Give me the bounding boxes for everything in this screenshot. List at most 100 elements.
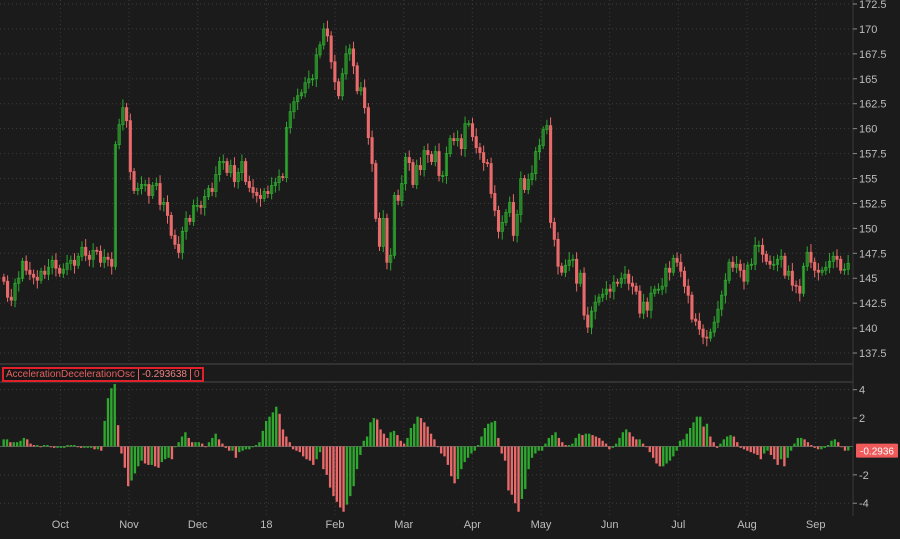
oscillator-bar — [483, 428, 487, 447]
candle-body — [541, 129, 545, 146]
oscillator-bar — [668, 446, 672, 461]
candle-body — [749, 263, 753, 266]
oscillator-bar — [510, 446, 513, 495]
last-value-label: -0.2936 — [860, 447, 894, 458]
candle-body — [478, 147, 482, 153]
candle-body — [827, 260, 832, 268]
candle-body — [195, 205, 199, 207]
oscillator-bar — [170, 446, 174, 460]
oscillator-bar — [497, 437, 500, 447]
oscillator-bar — [86, 446, 89, 448]
candle-body — [604, 288, 608, 295]
oscillator-bar — [826, 445, 830, 447]
oscillator-bar — [143, 446, 147, 464]
oscillator-bar — [608, 446, 611, 450]
candle-body — [623, 273, 627, 279]
candle-body — [668, 267, 672, 273]
candle-body — [694, 318, 698, 322]
candle-body — [232, 165, 237, 182]
candle-body — [392, 195, 396, 256]
candle-body — [240, 161, 244, 173]
oscillator-bar — [803, 439, 806, 447]
candle-body — [72, 259, 77, 266]
oscillator-bar — [450, 446, 453, 477]
oscillator-bar — [190, 442, 194, 447]
candle-body — [162, 202, 166, 205]
candle-body — [671, 257, 675, 273]
oscillator-bar — [756, 446, 759, 455]
candle-body — [735, 263, 739, 268]
oscillator-bar — [164, 446, 167, 460]
oscillator-bar — [127, 446, 130, 487]
x-tick-label: Aug — [737, 519, 757, 531]
oscillator-bar — [816, 446, 820, 450]
candle-body — [816, 269, 820, 273]
candle-body — [422, 150, 426, 170]
oscillator-bar — [221, 443, 224, 447]
candle-body — [273, 182, 277, 186]
candle-body — [180, 230, 184, 253]
candle-body — [99, 250, 103, 263]
study-label-box[interactable]: AccelerationDecelerationOsc -0.293638 0 — [2, 367, 204, 382]
oscillator-bar — [345, 446, 349, 505]
oscillator-bar — [339, 446, 342, 508]
oscillator-bar — [372, 418, 376, 447]
candle-body — [738, 263, 742, 271]
candle-body — [203, 196, 207, 208]
candle-body — [143, 184, 147, 186]
oscillator-bar — [174, 446, 177, 448]
candle-body — [389, 254, 393, 263]
oscillator-bar — [513, 446, 517, 504]
candle-body — [110, 258, 114, 267]
candle-body — [69, 259, 73, 264]
oscillator-bar — [490, 422, 493, 447]
candle-body — [653, 288, 657, 294]
oscillator-bar — [382, 433, 386, 447]
candle-body — [575, 258, 579, 284]
candle-body — [218, 161, 222, 175]
oscillator-bar — [268, 416, 271, 447]
candle-body — [95, 249, 99, 252]
candle-body — [296, 95, 300, 103]
oscillator-bar — [254, 445, 258, 447]
oscillator-bar — [742, 446, 746, 450]
candle-body — [337, 81, 341, 97]
oscillator-bar — [715, 446, 719, 448]
candle-body — [363, 87, 367, 109]
oscillator-bar — [625, 429, 628, 447]
candle-body — [307, 78, 311, 84]
oscillator-bars — [2, 384, 850, 512]
oscillator-bar — [389, 432, 392, 447]
candle-body — [805, 251, 809, 267]
oscillator-bar — [399, 440, 402, 447]
candle-body — [87, 254, 91, 260]
axes: 137.5 140 142.5 145 147.5 150 152.5 155 157.5 160… — [52, 0, 898, 531]
candle-body — [117, 124, 121, 146]
candle-body — [549, 125, 553, 223]
candle-body — [638, 290, 642, 314]
candle-body — [374, 163, 378, 219]
oscillator-bar — [227, 446, 231, 451]
oscillator-bar — [466, 446, 470, 458]
oscillator-bar — [648, 446, 651, 453]
candle-body — [377, 217, 382, 247]
candle-body — [39, 270, 43, 281]
oscillator-bar — [581, 435, 584, 447]
oscillator-bar — [15, 442, 19, 447]
candle-body — [84, 246, 88, 256]
oscillator-bar — [439, 446, 443, 454]
candle-body — [720, 294, 724, 310]
oscillator-bar — [554, 432, 557, 447]
candle-body — [262, 191, 266, 199]
candle-body — [400, 183, 404, 201]
candle-body — [537, 145, 541, 152]
oscillator-bar — [137, 446, 140, 467]
x-tick-label: Dec — [188, 519, 208, 531]
oscillator-bar — [453, 446, 456, 484]
price-y-tick-label: 140 — [859, 323, 877, 335]
oscillator-bar — [123, 446, 127, 468]
oscillator-bar — [813, 446, 816, 448]
oscillator-bar — [184, 432, 187, 447]
oscillator-bar — [662, 446, 665, 467]
